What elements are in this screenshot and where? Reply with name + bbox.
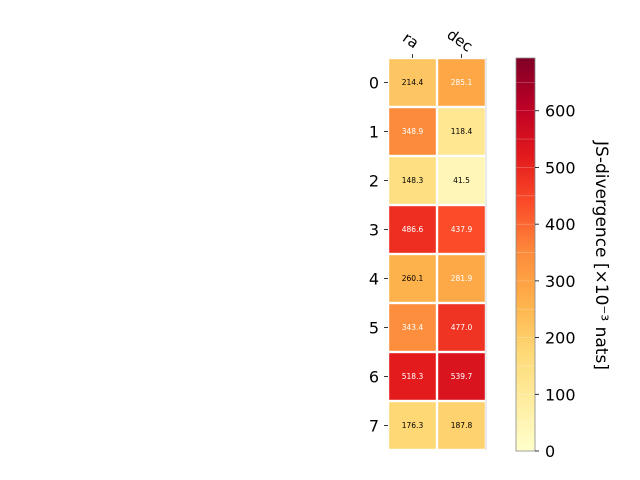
row-tick-label: 6: [369, 368, 379, 387]
row-tick-label: 5: [369, 319, 379, 338]
heatmap-cell: [389, 304, 436, 351]
cell-value-label: 214.4: [402, 78, 424, 87]
cell-value-label: 118.4: [451, 127, 473, 136]
cell-value-label: 260.1: [402, 274, 424, 283]
heatmap-cell: [438, 402, 485, 449]
cell-value-label: 486.6: [402, 225, 424, 234]
colorbar-label: JS-divergence [×10⁻³ nats]: [591, 140, 611, 370]
colorbar-tick-label: 400: [545, 215, 576, 234]
colorbar-tick-label: 0: [545, 442, 555, 461]
cell-value-label: 518.3: [402, 372, 424, 381]
colorbar-tick-label: 300: [545, 272, 576, 291]
heatmap-cell: [438, 157, 485, 204]
row-tick-label: 7: [369, 417, 379, 436]
heatmap-cell: [389, 108, 436, 155]
heatmap-cell: [389, 353, 436, 400]
heatmap-cell: [389, 402, 436, 449]
colorbar-tick-label: 500: [545, 158, 576, 177]
column-tick-label: dec: [444, 25, 476, 55]
heatmap-cell: [438, 59, 485, 106]
colorbar-outline: [515, 57, 536, 452]
cell-value-label: 176.3: [402, 421, 424, 430]
cell-value-label: 148.3: [402, 176, 424, 185]
heatmap-cell: [438, 353, 485, 400]
heatmap-cell: [438, 206, 485, 253]
heatmap-cell: [389, 255, 436, 302]
row-tick-label: 0: [369, 74, 379, 93]
cell-value-label: 285.1: [451, 78, 473, 87]
colorbar-tick-label: 100: [545, 385, 576, 404]
colorbar-gradient: [516, 58, 535, 451]
colorbar-tick-label: 600: [545, 102, 576, 121]
heatmap-cell: [438, 304, 485, 351]
row-tick-label: 2: [369, 172, 379, 191]
row-tick-label: 1: [369, 123, 379, 142]
cell-value-label: 477.0: [451, 323, 473, 332]
colorbar-tick-label: 200: [545, 329, 576, 348]
cell-value-label: 348.9: [402, 127, 424, 136]
heatmap-cell: [438, 255, 485, 302]
cell-value-label: 437.9: [451, 225, 473, 234]
cell-value-label: 187.8: [451, 421, 473, 430]
heatmap-cell: [438, 108, 485, 155]
cell-value-label: 539.7: [451, 372, 473, 381]
colorbar: 0 100 200 300 400 500 600 JS-divergence [×10⁻³ …: [515, 57, 611, 461]
cell-value-label: 281.9: [451, 274, 473, 283]
heatmap-cell: [389, 206, 436, 253]
heatmap-grid: 214.4 285.1 348.9 118.4 148.3 41.5 486.6 437.9 2…: [369, 25, 487, 450]
row-tick-label: 4: [369, 270, 379, 289]
row-tick-label: 3: [369, 221, 379, 240]
heatmap-cell: [389, 157, 436, 204]
column-tick-label: ra: [399, 29, 422, 53]
heatmap-cell: [389, 59, 436, 106]
cell-value-label: 343.4: [402, 323, 424, 332]
cell-value-label: 41.5: [453, 176, 470, 185]
